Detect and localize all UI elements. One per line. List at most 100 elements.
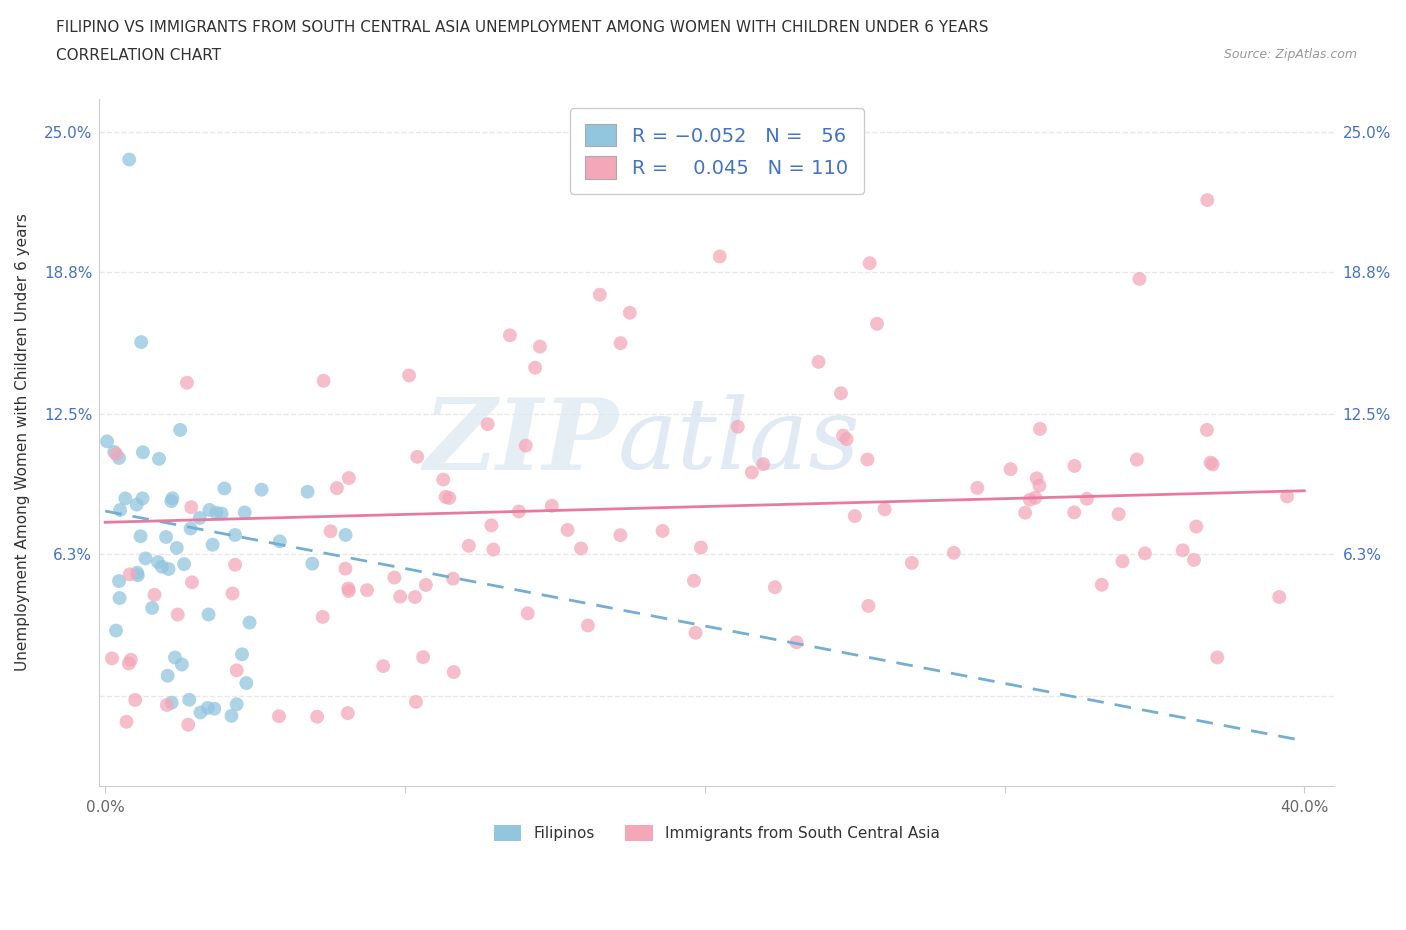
Point — [307, 710, 329, 724]
Point — [832, 428, 855, 443]
Point — [482, 542, 505, 557]
Point — [337, 471, 360, 485]
Point — [540, 498, 562, 513]
Point — [127, 568, 149, 583]
Point — [225, 697, 247, 711]
Point — [651, 524, 673, 538]
Point — [170, 658, 193, 672]
Text: Source: ZipAtlas.com: Source: ZipAtlas.com — [1223, 48, 1357, 61]
Point — [434, 489, 457, 504]
Point — [1029, 421, 1052, 436]
Point — [337, 583, 360, 598]
Point — [105, 446, 128, 461]
Point — [499, 328, 522, 343]
Point — [619, 305, 641, 320]
Point — [103, 445, 125, 459]
Point — [114, 491, 136, 506]
Point — [96, 434, 118, 449]
Point — [942, 545, 965, 560]
Point — [148, 451, 170, 466]
Point — [398, 368, 420, 383]
Point — [188, 511, 211, 525]
Point — [311, 609, 333, 624]
Point — [858, 598, 880, 613]
Point — [190, 705, 212, 720]
Point — [105, 623, 128, 638]
Point — [1111, 554, 1133, 569]
Point — [335, 561, 357, 576]
Point — [150, 559, 173, 574]
Point — [763, 579, 786, 594]
Point — [162, 491, 184, 506]
Point — [516, 606, 538, 621]
Point — [225, 663, 247, 678]
Point — [529, 339, 551, 354]
Point — [1275, 489, 1298, 504]
Point — [235, 675, 257, 690]
Point — [443, 665, 465, 680]
Text: ZIP: ZIP — [423, 394, 619, 490]
Point — [160, 696, 183, 711]
Point — [176, 376, 198, 391]
Point — [457, 538, 479, 553]
Point — [508, 504, 530, 519]
Point — [1171, 543, 1194, 558]
Point — [1014, 505, 1036, 520]
Point — [412, 650, 434, 665]
Point — [224, 557, 246, 572]
Point — [125, 498, 148, 512]
Text: CORRELATION CHART: CORRELATION CHART — [56, 48, 221, 63]
Point — [141, 601, 163, 616]
Point — [373, 658, 395, 673]
Point — [389, 589, 412, 604]
Point — [1091, 578, 1114, 592]
Point — [1028, 478, 1050, 493]
Point — [326, 481, 349, 496]
Point — [873, 502, 896, 517]
Point — [481, 518, 503, 533]
Point — [830, 386, 852, 401]
Point — [844, 509, 866, 524]
Point — [160, 494, 183, 509]
Point — [415, 578, 437, 592]
Point — [337, 581, 360, 596]
Point — [589, 287, 612, 302]
Point — [118, 567, 141, 582]
Point — [1108, 507, 1130, 522]
Point — [477, 417, 499, 432]
Point — [211, 506, 233, 521]
Point — [143, 588, 166, 603]
Point — [439, 490, 461, 505]
Point — [1018, 492, 1040, 507]
Point — [127, 565, 149, 580]
Legend: Filipinos, Immigrants from South Central Asia: Filipinos, Immigrants from South Central… — [488, 818, 946, 847]
Point — [1197, 193, 1219, 207]
Point — [108, 591, 131, 605]
Point — [156, 669, 179, 684]
Text: FILIPINO VS IMMIGRANTS FROM SOUTH CENTRAL ASIA UNEMPLOYMENT AMONG WOMEN WITH CHI: FILIPINO VS IMMIGRANTS FROM SOUTH CENTRA… — [56, 20, 988, 35]
Point — [198, 502, 221, 517]
Point — [205, 505, 228, 520]
Point — [250, 482, 273, 497]
Point — [156, 698, 179, 712]
Point — [1076, 491, 1098, 506]
Point — [238, 615, 260, 630]
Point — [335, 527, 357, 542]
Point — [233, 505, 256, 520]
Point — [683, 573, 706, 588]
Point — [1199, 455, 1222, 470]
Text: atlas: atlas — [619, 394, 860, 490]
Point — [741, 465, 763, 480]
Point — [609, 336, 631, 351]
Point — [835, 432, 858, 446]
Point — [163, 650, 186, 665]
Point — [155, 529, 177, 544]
Point — [180, 521, 202, 536]
Point — [214, 481, 236, 496]
Point — [709, 249, 731, 264]
Point — [859, 256, 882, 271]
Point — [576, 618, 599, 633]
Point — [1063, 505, 1085, 520]
Point — [166, 607, 188, 622]
Point — [301, 556, 323, 571]
